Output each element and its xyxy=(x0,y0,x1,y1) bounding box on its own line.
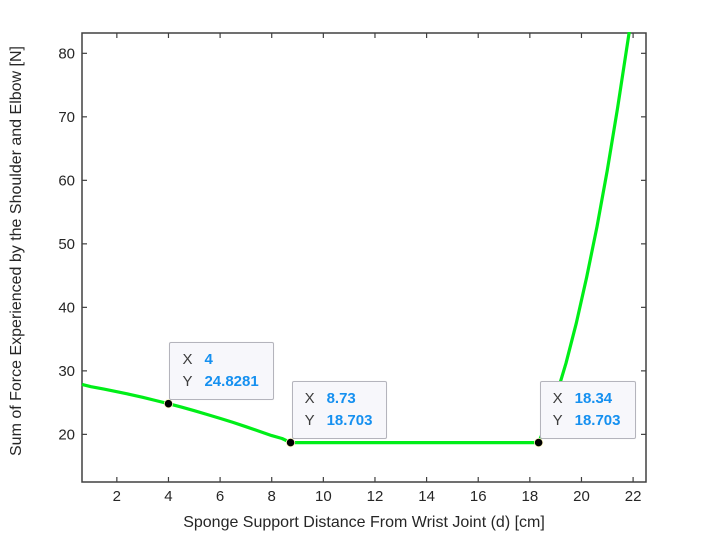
datatip-y-row: Y 24.8281 xyxy=(182,371,258,393)
sum-of-force-curve[interactable] xyxy=(81,15,632,445)
datatip-x-value: 18.34 xyxy=(574,389,613,407)
x-tick-label: 14 xyxy=(418,488,435,505)
data-point-marker[interactable] xyxy=(163,399,174,409)
x-tick-label: 6 xyxy=(216,488,224,505)
x-axis-label: Sponge Support Distance From Wrist Joint… xyxy=(183,514,545,531)
datatip-y-label: Y xyxy=(182,372,193,390)
y-tick-label: 20 xyxy=(58,426,75,443)
y-axis-label: Sum of Force Experienced by the Shoulder… xyxy=(8,46,25,456)
x-tick-label: 20 xyxy=(573,488,590,505)
x-tick-label: 12 xyxy=(367,488,384,505)
data-point-marker[interactable] xyxy=(534,438,544,448)
x-tick-label: 22 xyxy=(625,488,642,505)
datatip-y-value: 18.703 xyxy=(574,411,621,429)
y-tick-label: 80 xyxy=(58,45,75,62)
x-tick-label: 8 xyxy=(268,488,276,505)
y-tick-label: 60 xyxy=(58,172,75,189)
datatip-point-2[interactable]: X 8.73 Y 18.703 xyxy=(291,380,388,439)
x-tick-label: 18 xyxy=(522,488,539,505)
datatip-y-value: 18.703 xyxy=(326,411,373,429)
datatip-x-label: X xyxy=(552,389,563,407)
x-tick-label: 10 xyxy=(315,488,332,505)
axes-box xyxy=(81,32,647,483)
y-tick-label: 40 xyxy=(58,299,75,316)
datatip-x-value: 4 xyxy=(204,350,213,368)
datatip-x-label: X xyxy=(182,350,193,368)
datatip-x-row: X 18.34 xyxy=(553,388,621,410)
datatip-y-row: Y 18.703 xyxy=(553,410,621,432)
y-tick-label: 70 xyxy=(58,109,75,126)
datatip-y-label: Y xyxy=(552,411,563,429)
datatip-y-row: Y 18.703 xyxy=(305,410,373,432)
datatip-point-3[interactable]: X 18.34 Y 18.703 xyxy=(539,380,636,439)
datatip-x-value: 8.73 xyxy=(326,389,356,407)
x-tick-label: 4 xyxy=(164,488,172,505)
data-point-marker[interactable] xyxy=(285,438,296,448)
datatip-x-label: X xyxy=(304,389,315,407)
y-tick-label: 30 xyxy=(58,363,75,380)
datatip-y-value: 24.8281 xyxy=(204,372,259,390)
datatip-y-label: Y xyxy=(304,411,315,429)
x-tick-label: 2 xyxy=(113,488,121,505)
datatip-x-row: X 8.73 xyxy=(305,388,373,410)
x-tick-label: 16 xyxy=(470,488,487,505)
y-tick-label: 50 xyxy=(58,236,75,253)
